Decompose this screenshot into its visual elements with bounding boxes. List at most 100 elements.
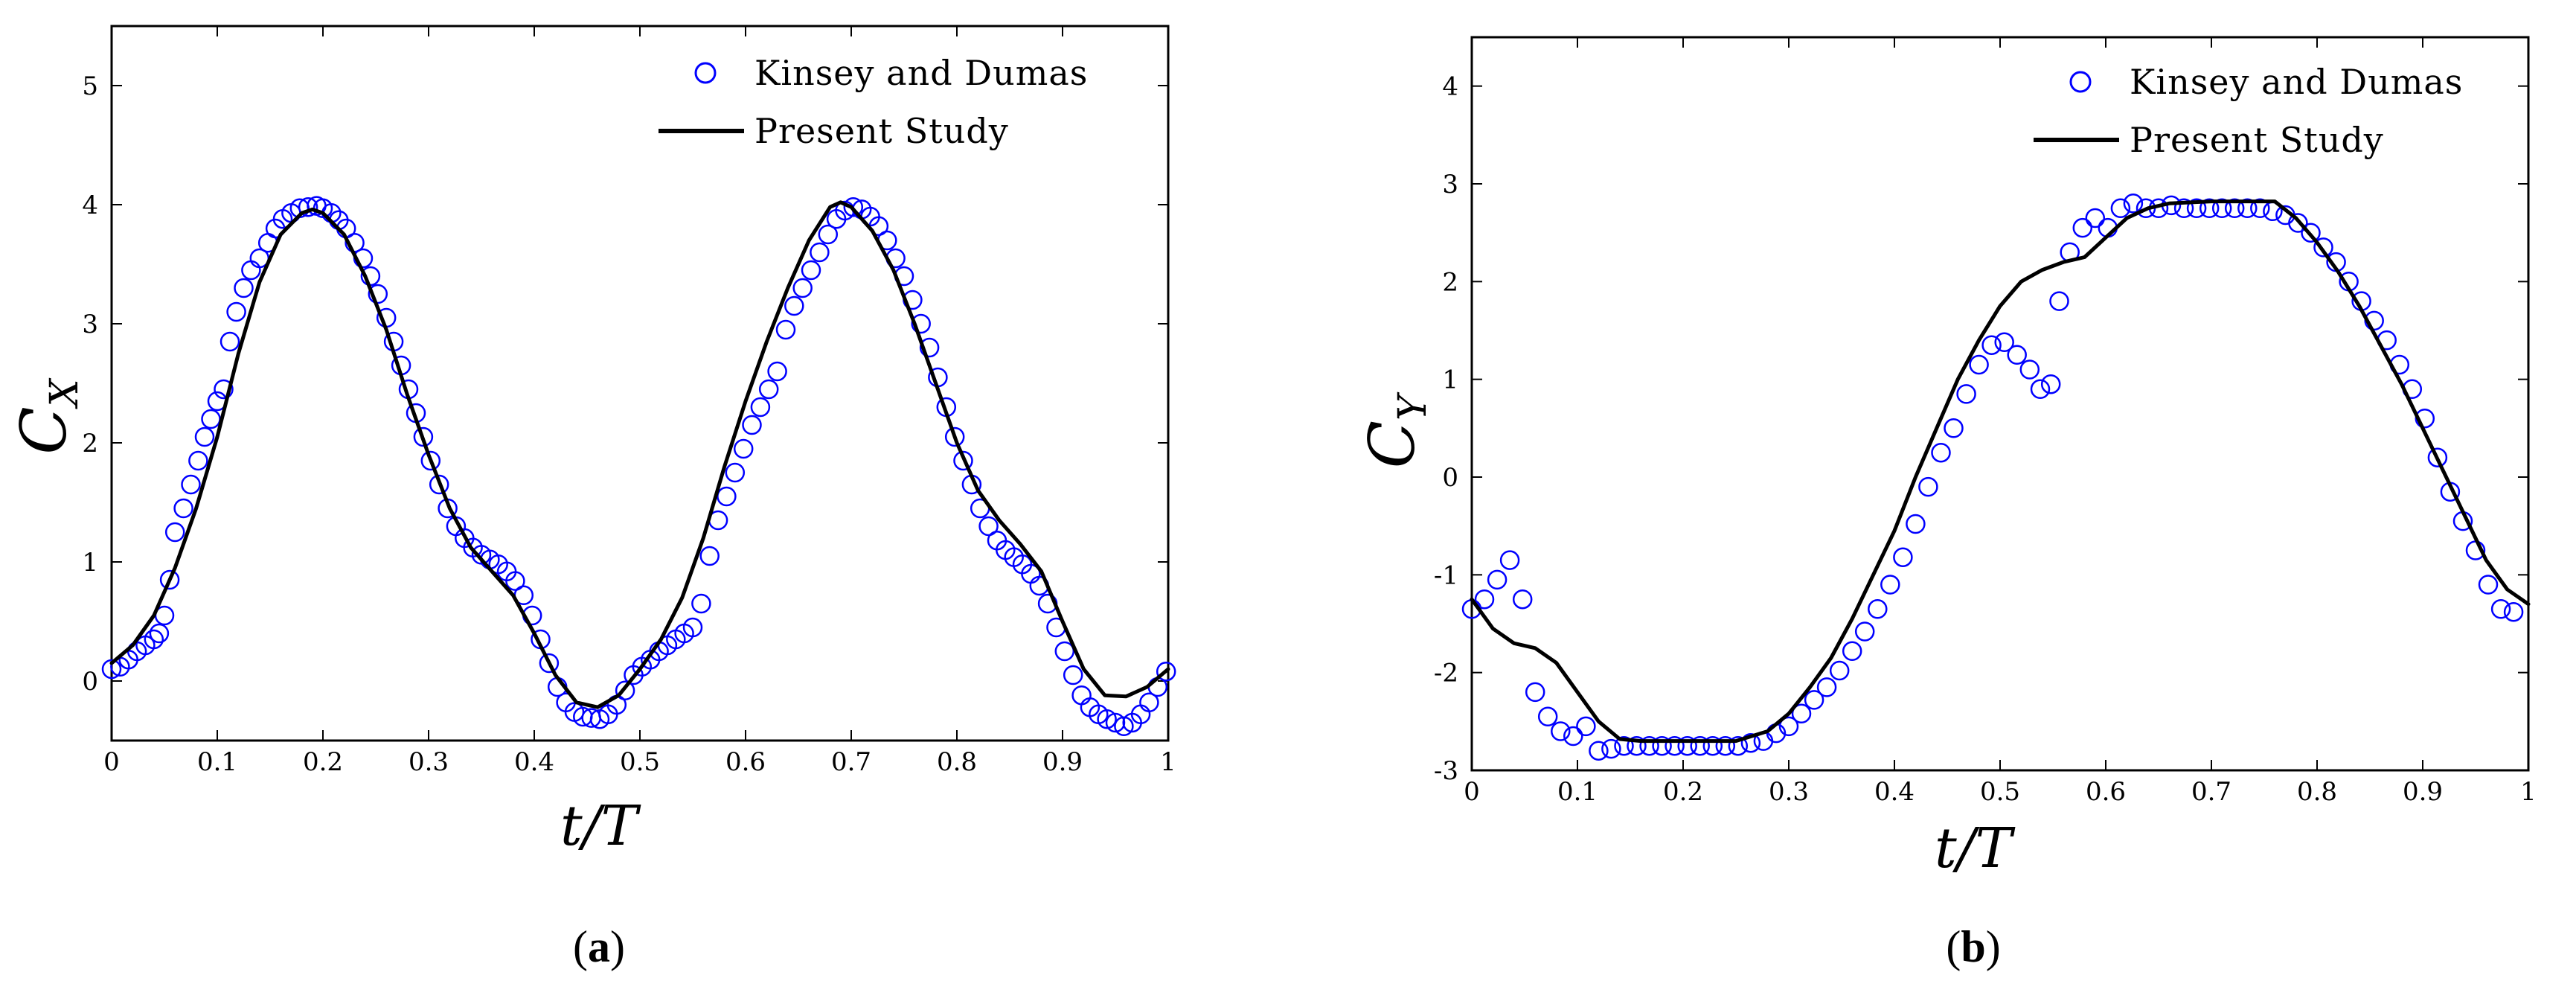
- y-tick-label-a-1: 1: [82, 548, 98, 578]
- y-tick-label-b-0: -3: [1434, 756, 1458, 786]
- x-tick-label-a-2: 0.2: [303, 747, 343, 777]
- data-point-kinsey-dumas-b-58: [2186, 198, 2207, 219]
- x-tick-label-a-0: 0: [103, 747, 120, 777]
- data-point-kinsey-dumas-b-41: [1981, 335, 2002, 355]
- y-tick-label-b-7: 4: [1442, 72, 1458, 102]
- data-point-kinsey-dumas-b-62: [2237, 198, 2258, 219]
- data-point-kinsey-dumas-a-120: [1071, 685, 1092, 706]
- x-tick-label-b-10: 1: [2520, 777, 2537, 807]
- data-point-kinsey-dumas-b-20: [1715, 735, 1736, 756]
- data-point-kinsey-dumas-a-10: [173, 498, 193, 519]
- data-point-kinsey-dumas-b-47: [2049, 291, 2069, 311]
- series-line-present-study-b: [1470, 199, 2531, 744]
- data-point-kinsey-dumas-a-105: [944, 426, 965, 447]
- data-point-kinsey-dumas-a-76: [699, 546, 720, 566]
- legend-label-present-a: Present Study: [754, 111, 1009, 151]
- data-point-kinsey-dumas-b-35: [1906, 514, 1926, 534]
- data-point-kinsey-dumas-a-128: [1139, 692, 1159, 713]
- data-point-kinsey-dumas-a-83: [758, 379, 779, 400]
- data-point-kinsey-dumas-b-45: [2030, 379, 2051, 400]
- series-group-a: [101, 196, 1176, 737]
- panel-label-a: (a): [573, 922, 625, 971]
- data-point-kinsey-dumas-a-14: [201, 409, 221, 429]
- data-point-kinsey-dumas-a-81: [742, 415, 762, 435]
- data-point-kinsey-dumas-b-30: [1842, 641, 1862, 662]
- data-point-kinsey-dumas-b-60: [2211, 198, 2232, 219]
- data-point-kinsey-dumas-b-57: [2173, 198, 2194, 219]
- y-axis-label-base-a: C: [7, 406, 80, 454]
- data-point-kinsey-dumas-b-46: [2040, 374, 2061, 394]
- y-tick-label-b-2: -1: [1434, 560, 1458, 590]
- data-point-kinsey-dumas-a-16: [214, 379, 234, 400]
- data-point-kinsey-dumas-b-9: [1576, 716, 1596, 737]
- x-tick-label-a-9: 0.9: [1042, 747, 1083, 777]
- data-point-kinsey-dumas-b-38: [1944, 418, 1964, 438]
- data-point-kinsey-dumas-b-42: [1994, 332, 2014, 353]
- data-point-kinsey-dumas-b-81: [2478, 575, 2499, 595]
- data-point-kinsey-dumas-a-12: [188, 450, 208, 471]
- data-point-kinsey-dumas-a-125: [1114, 716, 1134, 737]
- y-tick-label-a-2: 2: [82, 429, 98, 458]
- data-point-kinsey-dumas-a-18: [226, 301, 246, 322]
- data-point-kinsey-dumas-b-44: [2019, 359, 2040, 380]
- y-axis-label-b: CY: [1356, 391, 1435, 468]
- data-point-kinsey-dumas-b-49: [2072, 217, 2093, 238]
- x-axis-ticks-a: 0 0.1 0.2 0.3 0.4 0.5 0.6 0.7 0.8 0.9 1: [103, 26, 1176, 777]
- x-tick-label-b-1: 0.1: [1557, 777, 1598, 807]
- data-point-kinsey-dumas-a-66: [615, 680, 635, 701]
- data-point-kinsey-dumas-a-102: [919, 337, 940, 358]
- data-point-kinsey-dumas-a-53: [505, 571, 525, 591]
- legend-b: Kinsey and Dumas Present Study: [2034, 62, 2463, 160]
- data-point-kinsey-dumas-a-11: [181, 474, 201, 495]
- data-point-kinsey-dumas-a-57: [539, 653, 560, 674]
- data-point-kinsey-dumas-b-26: [1791, 703, 1812, 724]
- data-point-kinsey-dumas-a-17: [220, 331, 240, 352]
- data-point-kinsey-dumas-a-87: [792, 278, 813, 298]
- data-point-kinsey-dumas-a-88: [801, 260, 821, 281]
- data-point-kinsey-dumas-a-90: [818, 224, 839, 245]
- data-point-kinsey-dumas-b-25: [1778, 716, 1799, 737]
- data-point-kinsey-dumas-a-84: [767, 361, 787, 382]
- data-point-kinsey-dumas-b-2: [1487, 569, 1508, 590]
- data-point-kinsey-dumas-b-83: [2503, 601, 2524, 622]
- legend-a: Kinsey and Dumas Present Study: [659, 53, 1087, 151]
- data-point-kinsey-dumas-b-39: [1956, 384, 1976, 404]
- data-point-kinsey-dumas-b-22: [1740, 732, 1761, 753]
- data-point-kinsey-dumas-b-1: [1474, 589, 1495, 610]
- data-point-kinsey-dumas-a-27: [298, 196, 318, 217]
- plot-frame-a: [110, 25, 1170, 742]
- x-tick-label-b-5: 0.5: [1980, 777, 2020, 807]
- data-point-kinsey-dumas-b-63: [2250, 198, 2270, 219]
- data-point-kinsey-dumas-b-43: [2007, 345, 2027, 365]
- data-point-kinsey-dumas-a-118: [1054, 641, 1075, 662]
- data-point-kinsey-dumas-b-61: [2224, 198, 2245, 219]
- data-point-kinsey-dumas-b-8: [1563, 726, 1583, 747]
- data-point-kinsey-dumas-b-3: [1499, 550, 1520, 570]
- data-point-kinsey-dumas-a-78: [717, 486, 737, 507]
- data-point-kinsey-dumas-b-59: [2199, 198, 2220, 219]
- data-point-kinsey-dumas-b-33: [1880, 575, 1900, 595]
- data-point-kinsey-dumas-b-14: [1639, 735, 1659, 756]
- x-tick-label-a-10: 1: [1160, 747, 1176, 777]
- y-tick-label-b-1: -2: [1434, 659, 1458, 688]
- data-point-kinsey-dumas-a-36: [368, 284, 388, 304]
- svg-text:CY: CY: [1356, 391, 1435, 468]
- data-point-kinsey-dumas-b-13: [1627, 735, 1647, 756]
- legend-label-kinsey-b: Kinsey and Dumas: [2130, 62, 2463, 102]
- data-point-kinsey-dumas-a-79: [725, 462, 746, 483]
- data-point-kinsey-dumas-a-109: [978, 516, 999, 537]
- data-point-kinsey-dumas-a-101: [911, 313, 931, 334]
- y-tick-label-b-6: 3: [1442, 170, 1458, 199]
- x-tick-label-b-9: 0.9: [2403, 777, 2443, 807]
- x-tick-label-a-1: 0.1: [197, 747, 237, 777]
- data-point-kinsey-dumas-b-37: [1931, 442, 1951, 463]
- x-tick-label-a-4: 0.4: [514, 747, 554, 777]
- legend-label-present-b: Present Study: [2130, 120, 2384, 160]
- data-point-kinsey-dumas-a-0: [101, 659, 122, 680]
- data-point-kinsey-dumas-b-34: [1893, 547, 1913, 567]
- data-point-kinsey-dumas-b-7: [1551, 721, 1571, 741]
- chart-panel-a: 0 0.1 0.2 0.3 0.4 0.5 0.6 0.7 0.8 0.9 1 0 1 2 3 4 5 Kin…: [7, 25, 1176, 971]
- panel-label-b: (b): [1946, 922, 2000, 971]
- y-axis-ticks-a: 0 1 2 3 4 5: [82, 71, 1168, 697]
- data-point-kinsey-dumas-a-93: [843, 196, 864, 217]
